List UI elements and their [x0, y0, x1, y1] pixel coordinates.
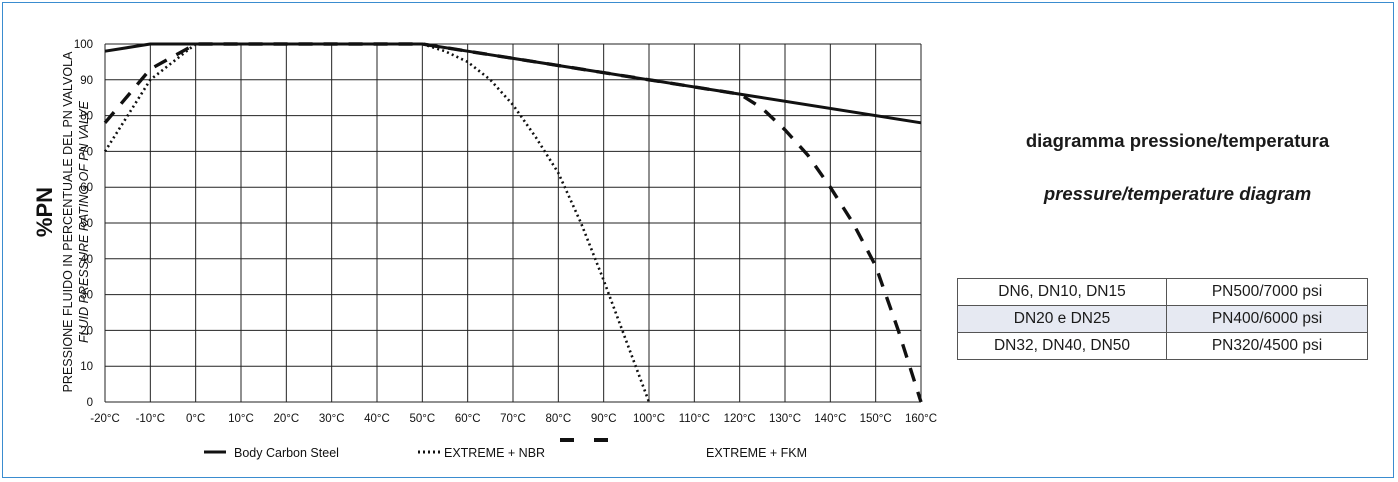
y-axis-ticks: 0 10 20 30 40 50 60 70 80 90 100 [74, 39, 93, 409]
y-tick-label: 80 [80, 111, 93, 123]
table-row: DN20 e DN25 PN400/6000 psi [957, 305, 1368, 333]
table-row: DN32, DN40, DN50 PN320/4500 psi [957, 332, 1368, 360]
legend-label-extreme-nbr: EXTREME + NBR [444, 446, 545, 460]
x-axis-ticks: -20°C -10°C 0°C 10°C 20°C 30°C 40°C 50°C 60°C 70°… [90, 413, 937, 425]
x-tick-label: 160°C [905, 413, 937, 425]
x-tick-label: 140°C [814, 413, 846, 425]
x-tick-label: 130°C [769, 413, 801, 425]
size-cell: DN6, DN10, DN15 [957, 278, 1167, 306]
x-tick-label: 70°C [500, 413, 526, 425]
x-tick-label: 10°C [228, 413, 254, 425]
rating-cell: PN320/4500 psi [1166, 332, 1368, 360]
size-cell: DN20 e DN25 [957, 305, 1167, 333]
legend-label-extreme-fkm: EXTREME + FKM [706, 446, 807, 460]
table-row: DN6, DN10, DN15 PN500/7000 psi [957, 278, 1368, 306]
x-tick-label: -20°C [90, 413, 120, 425]
x-tick-label: 100°C [633, 413, 665, 425]
diagram-subtitle: pressure/temperature diagram [1043, 183, 1312, 204]
chart-grid [104, 43, 922, 403]
y-tick-label: 20 [80, 325, 93, 337]
x-tick-label: 60°C [455, 413, 481, 425]
x-tick-label: -10°C [136, 413, 166, 425]
y-tick-label: 40 [80, 254, 93, 266]
y-tick-label: 100 [74, 39, 93, 51]
x-tick-label: 150°C [860, 413, 892, 425]
y-tick-label: 60 [80, 182, 93, 194]
size-cell: DN32, DN40, DN50 [957, 332, 1167, 360]
legend-label-body-carbon-steel: Body Carbon Steel [234, 446, 339, 460]
diagram-title: diagramma pressione/temperatura [1025, 130, 1330, 151]
chart-series [103, 42, 923, 403]
y-axis-label-italian: PRESSIONE FLUIDO IN PERCENTUALE DEL PN V… [61, 51, 75, 392]
x-tick-label: 0°C [186, 413, 205, 425]
y-tick-label: 30 [80, 290, 93, 302]
x-tick-label: 50°C [409, 413, 435, 425]
y-axis-label-english: FLUID PRESSURE RATING OF PN VALVE [77, 100, 91, 343]
rating-cell: PN500/7000 psi [1166, 278, 1368, 306]
x-tick-label: 120°C [724, 413, 756, 425]
y-axis-label-main: %PN [32, 187, 57, 237]
y-tick-label: 10 [80, 361, 93, 373]
x-tick-label: 110°C [679, 413, 710, 425]
x-tick-label: 90°C [591, 413, 617, 425]
x-tick-label: 40°C [364, 413, 390, 425]
y-tick-label: 0 [87, 397, 93, 409]
pressure-rating-table: DN6, DN10, DN15 PN500/7000 psi DN20 e DN… [957, 278, 1368, 360]
series-line-extreme-nbr [103, 42, 651, 403]
x-tick-label: 80°C [545, 413, 571, 425]
rating-cell: PN400/6000 psi [1166, 305, 1368, 333]
y-tick-label: 50 [80, 218, 93, 230]
chart-legend: Body Carbon Steel EXTREME + NBR EXTREME … [204, 438, 807, 460]
x-tick-label: 20°C [273, 413, 299, 425]
y-tick-label: 70 [80, 146, 93, 158]
x-tick-label: 30°C [319, 413, 345, 425]
y-tick-label: 90 [80, 75, 93, 87]
series-line-extreme-fkm [103, 42, 923, 403]
